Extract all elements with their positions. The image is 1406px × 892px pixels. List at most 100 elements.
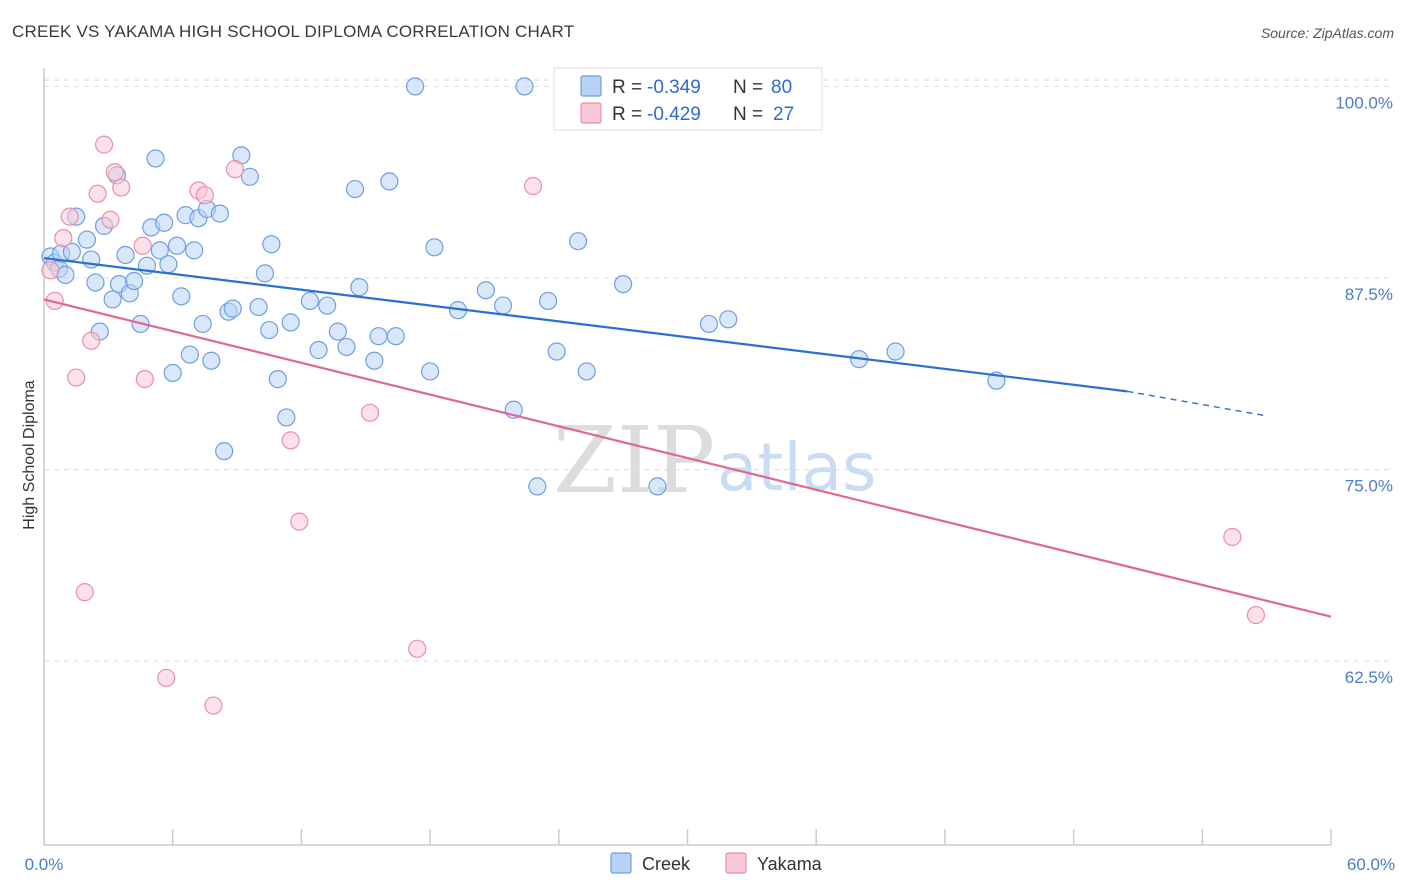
bottom-legend-label-yakama: Yakama — [757, 854, 823, 874]
x-axis-ticks — [171, 829, 1332, 845]
yakama-point — [67, 368, 86, 387]
creek-point — [614, 274, 633, 294]
gridlines — [44, 79, 1393, 662]
legend-swatch-yakama — [580, 102, 602, 124]
yakama-point — [75, 583, 94, 602]
yakama-point — [135, 370, 154, 389]
yakama-trend-line — [43, 298, 1332, 618]
yakama-point — [94, 135, 114, 154]
legend-r-label: R = — [612, 77, 642, 98]
creek-point — [328, 322, 347, 341]
creek-point — [155, 213, 174, 232]
creek-point — [116, 245, 135, 265]
chart-title: CREEK VS YAKAMA HIGH SCHOOL DIPLOMA CORR… — [12, 22, 575, 41]
creek-point — [103, 290, 122, 309]
creek-point — [421, 362, 440, 381]
creek-point — [425, 238, 444, 257]
creek-point — [163, 363, 182, 383]
trend-lines — [43, 256, 1332, 618]
source-credit: Source: ZipAtlas.com — [1260, 25, 1394, 41]
yakama-point — [82, 331, 101, 350]
creek-point — [515, 77, 534, 96]
creek-point — [547, 342, 566, 361]
legend-n-value-yakama: 27 — [773, 104, 794, 125]
yakama-point — [101, 210, 120, 229]
creek-point — [309, 340, 328, 360]
bottom-legend-swatch-creek — [610, 852, 632, 874]
creek-point — [345, 179, 365, 199]
y-tick-label: 100.0% — [1335, 93, 1393, 112]
legend-n-value-creek: 80 — [771, 77, 792, 98]
creek-point — [146, 149, 165, 168]
creek-point — [124, 271, 144, 291]
creek-point — [249, 297, 268, 317]
creek-point — [569, 232, 588, 251]
bottom-legend: Creek Yakama — [610, 852, 823, 874]
yakama-point — [41, 261, 60, 280]
creek-point — [159, 255, 178, 274]
yakama-point — [133, 236, 152, 255]
creek-point — [77, 230, 97, 249]
creek-point — [337, 337, 356, 357]
creek-point — [240, 167, 260, 186]
creek-point — [577, 362, 596, 381]
yakama-point — [360, 403, 380, 422]
legend-r-value-creek: -0.349 — [647, 77, 701, 98]
creek-point — [56, 265, 75, 284]
yakama-point — [112, 178, 131, 197]
creek-point — [405, 77, 425, 96]
creek-point — [476, 281, 495, 300]
yakama-point — [1223, 527, 1242, 547]
creek-point — [318, 296, 337, 315]
yakama-point — [88, 184, 107, 203]
legend-n-label: N = — [733, 77, 763, 98]
creek-point — [886, 342, 905, 361]
creek-trend-extension — [1127, 390, 1267, 417]
y-tick-label: 62.5% — [1345, 668, 1393, 687]
creek-point — [223, 299, 242, 318]
creek-point — [193, 314, 212, 334]
creek-point — [300, 291, 320, 311]
creek-point — [215, 442, 234, 461]
yakama-point — [1246, 606, 1266, 625]
x-tick-label-end: 60.0% — [1347, 855, 1395, 874]
creek-point — [365, 351, 384, 370]
creek-point — [719, 310, 738, 329]
y-tick-label: 75.0% — [1345, 477, 1393, 496]
x-tick-label-start: 0.0% — [25, 855, 64, 874]
creek-point — [167, 236, 187, 255]
yakama-point — [204, 696, 223, 715]
creek-point — [268, 370, 287, 389]
creek-point — [538, 291, 558, 311]
bottom-legend-swatch-yakama — [725, 852, 747, 874]
yakama-point — [195, 186, 214, 205]
creek-point — [386, 327, 405, 346]
creek-point — [210, 204, 229, 223]
creek-point — [202, 351, 221, 370]
creek-point — [281, 313, 300, 332]
bottom-legend-label-creek: Creek — [642, 854, 691, 874]
yakama-point — [408, 639, 427, 658]
y-tick-label: 87.5% — [1345, 285, 1393, 304]
creek-point — [493, 296, 513, 315]
watermark-zip: ZIP — [553, 407, 715, 514]
yakama-point — [157, 668, 176, 688]
watermark-atlas: atlas — [717, 429, 877, 506]
creek-point — [180, 345, 199, 364]
creek-point — [260, 320, 279, 340]
legend-r-value-yakama: -0.429 — [647, 104, 701, 125]
creek-point — [277, 408, 296, 427]
creek-point — [185, 241, 204, 260]
creek-point — [172, 287, 191, 306]
legend: R = -0.349 N = 80 R = -0.429 N = 27 — [553, 67, 823, 131]
yakama-point — [281, 431, 300, 450]
yakama-point — [54, 229, 73, 248]
creek-point — [262, 235, 281, 254]
creek-point — [528, 477, 547, 496]
legend-n-label: N = — [733, 104, 763, 125]
yakama-points — [41, 135, 1266, 715]
creek-point — [369, 327, 388, 346]
creek-point — [150, 241, 169, 260]
creek-point — [380, 172, 399, 191]
